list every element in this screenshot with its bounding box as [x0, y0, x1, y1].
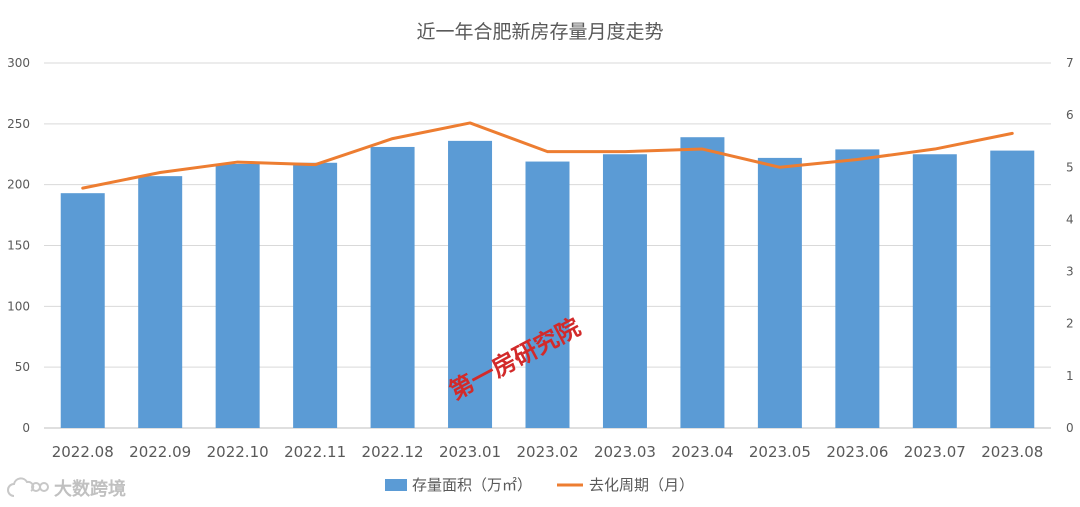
y-left-tick-label: 250	[7, 117, 30, 131]
x-tick-label: 2022.09	[129, 443, 191, 461]
y-right-tick-label: 0	[1066, 421, 1074, 435]
bar	[293, 162, 338, 428]
x-axis-labels: 2022.08 2022.09 2022.10 2022.11 2022.12 2023.…	[52, 443, 1044, 461]
line-point	[237, 161, 239, 163]
line-point	[934, 148, 936, 150]
bar	[60, 193, 105, 428]
legend-bar-label: 存量面积（万㎡）	[412, 476, 532, 494]
x-tick-label: 2023.04	[671, 443, 733, 461]
y-axis-left-labels: 0 50 100 150 200 250 300	[7, 56, 30, 435]
bar	[680, 137, 725, 428]
bar	[835, 149, 880, 428]
x-tick-label: 2022.08	[52, 443, 114, 461]
y-axis-right-labels: 0 1 2 3 4 5 6 7	[1066, 56, 1074, 435]
line-point	[547, 151, 548, 153]
line-point	[856, 158, 858, 160]
watermark-text: 大数跨境	[54, 478, 126, 500]
y-right-tick-label: 7	[1066, 56, 1074, 70]
x-tick-label: 2022.10	[207, 443, 269, 461]
line-point	[469, 122, 471, 124]
bar	[370, 146, 415, 428]
line-point	[314, 164, 316, 166]
bar	[215, 163, 260, 428]
line-point	[624, 151, 626, 153]
y-right-tick-label: 1	[1066, 369, 1074, 383]
line-point	[1011, 132, 1013, 134]
y-left-tick-label: 300	[7, 56, 30, 70]
x-tick-label: 2023.08	[981, 443, 1043, 461]
y-left-tick-label: 150	[7, 239, 30, 253]
y-right-tick-label: 3	[1066, 265, 1074, 279]
watermark: 大数跨境	[7, 477, 126, 500]
x-tick-label: 2023.06	[826, 443, 888, 461]
line-point	[159, 172, 161, 173]
y-right-tick-label: 6	[1066, 108, 1074, 122]
legend-bar-swatch	[385, 479, 407, 491]
y-right-tick-label: 5	[1066, 160, 1074, 174]
chart-title: 近一年合肥新房存量月度走势	[416, 21, 663, 43]
x-tick-label: 2023.07	[904, 443, 966, 461]
bar	[912, 154, 957, 428]
y-left-tick-label: 100	[7, 299, 30, 313]
line-point	[701, 148, 703, 150]
bar	[990, 150, 1035, 428]
x-tick-label: 2023.02	[516, 443, 578, 461]
x-tick-label: 2023.03	[594, 443, 656, 461]
line-series	[81, 121, 1014, 190]
y-left-tick-label: 50	[15, 360, 30, 374]
line-point	[392, 138, 394, 140]
bar	[602, 154, 647, 428]
y-right-tick-label: 2	[1066, 317, 1074, 331]
line-point	[82, 187, 84, 189]
y-right-tick-label: 4	[1066, 212, 1074, 226]
y-left-tick-label: 200	[7, 178, 30, 192]
y-left-tick-label: 0	[22, 421, 30, 435]
legend: 存量面积（万㎡） 去化周期（月）	[385, 476, 694, 494]
legend-line-label: 去化周期（月）	[589, 476, 694, 494]
bar	[138, 176, 183, 428]
x-tick-label: 2022.11	[284, 443, 346, 461]
bar	[525, 161, 570, 429]
x-tick-label: 2023.05	[749, 443, 811, 461]
bar	[448, 140, 493, 428]
cloud-link-icon	[7, 477, 49, 497]
x-tick-label: 2023.01	[439, 443, 501, 461]
bar	[757, 157, 802, 428]
bar-series	[60, 137, 1035, 429]
x-tick-label: 2022.12	[362, 443, 424, 461]
line-point	[779, 166, 781, 168]
